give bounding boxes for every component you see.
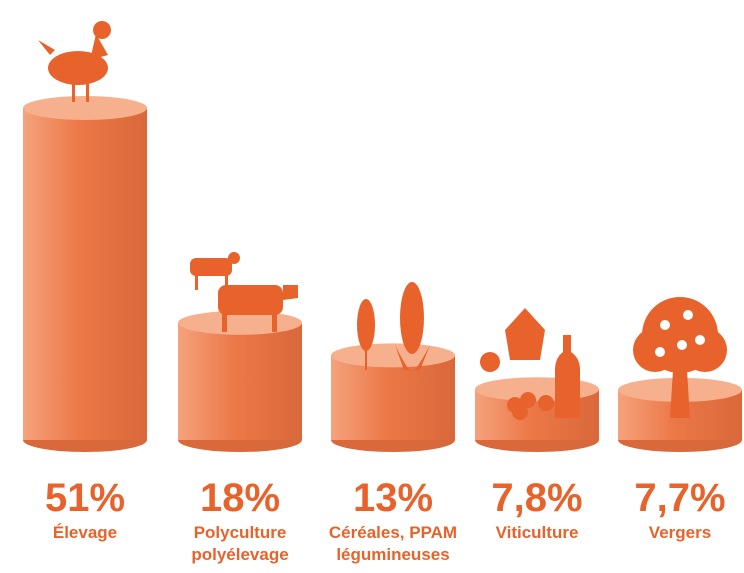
value-label: 51% (10, 478, 160, 518)
cylinder-top (331, 343, 455, 367)
category-label: Élevage (10, 522, 160, 544)
bar (23, 108, 147, 440)
bar (331, 355, 455, 440)
infographic: 51% Élevage18%Polyculture polyélevage13%C… (0, 0, 744, 573)
chicken-icon (38, 21, 111, 102)
value-label: 7,7% (605, 478, 744, 518)
bar (178, 323, 302, 440)
value-label: 13% (318, 478, 468, 518)
category-label: Céréales, PPAM légumineuses (318, 522, 468, 566)
category-label: Viticulture (462, 522, 612, 544)
cylinder-top (475, 377, 599, 401)
value-label: 7,8% (462, 478, 612, 518)
category-label: Polyculture polyélevage (165, 522, 315, 566)
value-label: 18% (165, 478, 315, 518)
category-label: Vergers (605, 522, 744, 544)
cylinder-top (23, 96, 147, 120)
